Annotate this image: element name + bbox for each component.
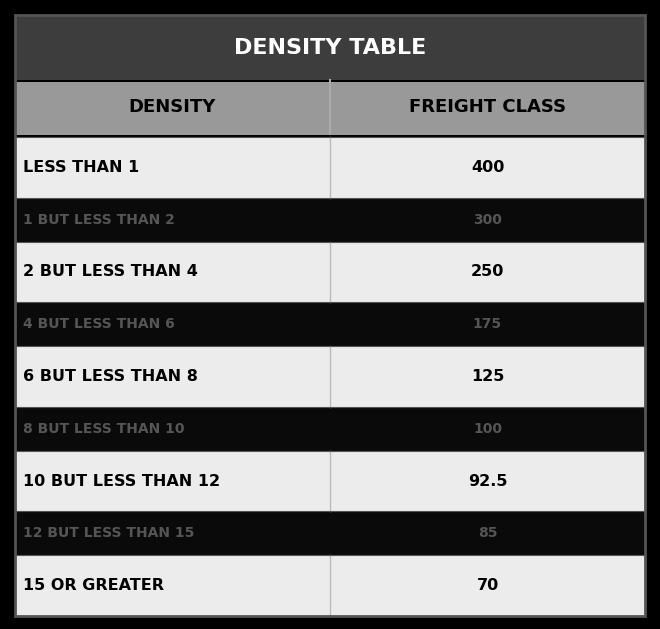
Text: 1 BUT LESS THAN 2: 1 BUT LESS THAN 2 [23,213,175,226]
Bar [15,407,645,450]
Bar [15,137,645,198]
Text: 300: 300 [473,213,502,226]
Bar [15,135,645,137]
Text: 2 BUT LESS THAN 4: 2 BUT LESS THAN 4 [23,264,198,279]
Text: 175: 175 [473,317,502,331]
Bar [15,15,645,80]
Text: DENSITY TABLE: DENSITY TABLE [234,38,426,57]
Bar [15,242,645,303]
Text: 12 BUT LESS THAN 15: 12 BUT LESS THAN 15 [23,526,195,540]
Bar [15,80,645,82]
Bar [15,80,645,135]
Text: 250: 250 [471,264,504,279]
Bar [15,555,645,616]
Bar [15,346,645,407]
Text: 6 BUT LESS THAN 8: 6 BUT LESS THAN 8 [23,369,198,384]
Bar [15,303,645,346]
Text: 125: 125 [471,369,504,384]
Bar [15,450,645,511]
Text: 400: 400 [471,160,504,175]
Bar [15,198,645,242]
Text: 100: 100 [473,422,502,436]
Text: 4 BUT LESS THAN 6: 4 BUT LESS THAN 6 [23,317,175,331]
Text: 8 BUT LESS THAN 10: 8 BUT LESS THAN 10 [23,422,185,436]
Text: FREIGHT CLASS: FREIGHT CLASS [409,99,566,116]
Text: 10 BUT LESS THAN 12: 10 BUT LESS THAN 12 [23,474,220,489]
Text: 85: 85 [478,526,497,540]
Text: 70: 70 [477,578,498,593]
Text: DENSITY: DENSITY [129,99,216,116]
Text: 92.5: 92.5 [468,474,508,489]
Text: LESS THAN 1: LESS THAN 1 [23,160,139,175]
Text: 15 OR GREATER: 15 OR GREATER [23,578,164,593]
Bar [15,511,645,555]
